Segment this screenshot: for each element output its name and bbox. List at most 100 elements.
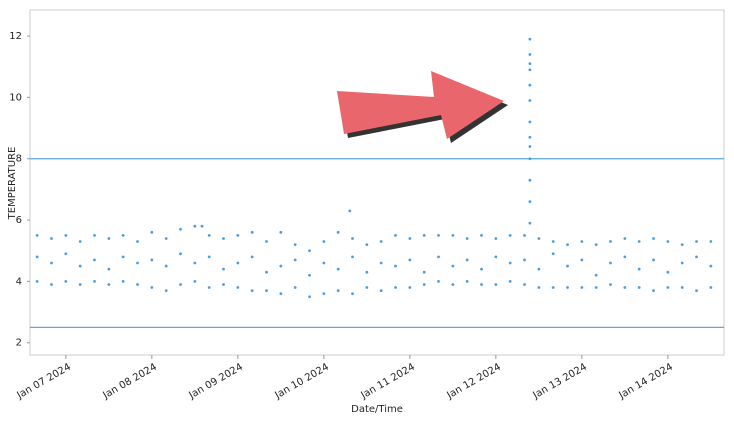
point	[365, 243, 369, 247]
point	[623, 237, 627, 240]
point	[680, 286, 684, 289]
point	[236, 286, 240, 289]
point	[348, 209, 352, 213]
point	[64, 280, 68, 283]
point	[494, 237, 498, 240]
point	[480, 234, 483, 237]
point	[528, 99, 532, 102]
point	[207, 234, 211, 237]
point	[566, 286, 569, 289]
point	[637, 286, 641, 289]
point	[537, 267, 541, 271]
point	[528, 68, 532, 72]
x-tick-label: Jan 07 2024	[15, 362, 73, 402]
point	[528, 178, 532, 182]
point	[164, 289, 168, 292]
point	[193, 280, 197, 283]
point	[379, 289, 383, 292]
point	[150, 258, 154, 262]
point	[709, 286, 713, 289]
point	[64, 252, 68, 256]
point	[523, 283, 526, 286]
point	[508, 234, 512, 237]
point	[528, 157, 532, 161]
point	[594, 243, 598, 247]
point	[351, 237, 354, 240]
point	[537, 286, 541, 289]
point	[594, 273, 598, 277]
point	[666, 286, 670, 289]
point	[107, 237, 111, 240]
point	[379, 240, 383, 243]
point	[308, 273, 311, 277]
y-tick-label: 12	[9, 31, 22, 42]
point	[566, 264, 569, 268]
x-tick-label: Jan 13 2024	[531, 362, 589, 402]
point	[136, 240, 139, 243]
point	[437, 255, 440, 259]
point	[609, 240, 612, 243]
point	[451, 283, 455, 286]
y-tick-label: 8	[16, 154, 22, 165]
point	[222, 237, 225, 240]
point	[709, 264, 713, 268]
point	[528, 120, 532, 124]
point	[236, 234, 240, 237]
point	[623, 286, 627, 289]
point	[50, 283, 53, 286]
point	[35, 280, 39, 283]
point	[609, 261, 612, 265]
point	[50, 237, 53, 240]
y-axis-label: TEMPERATURE	[7, 147, 18, 221]
x-axis-label: Date/Time	[351, 404, 403, 415]
y-tick-label: 4	[16, 276, 22, 287]
point	[265, 270, 268, 274]
plot-frame	[29, 9, 725, 356]
point	[193, 224, 197, 228]
point	[422, 234, 426, 237]
y-tick-label: 2	[16, 338, 22, 349]
point	[480, 283, 483, 286]
point	[236, 261, 240, 265]
point	[451, 264, 455, 268]
point	[680, 243, 684, 247]
point	[279, 292, 283, 296]
point	[93, 258, 96, 262]
point	[528, 62, 532, 66]
point	[164, 237, 168, 240]
point	[222, 267, 225, 271]
point	[580, 258, 584, 262]
point	[437, 234, 440, 237]
point	[365, 270, 369, 274]
point	[680, 261, 684, 265]
point	[365, 286, 369, 289]
point	[580, 286, 584, 289]
point	[78, 283, 82, 286]
point	[293, 243, 297, 247]
point	[695, 255, 698, 259]
y-tick-label: 6	[16, 215, 22, 226]
point	[594, 286, 598, 289]
point	[508, 280, 512, 283]
point	[637, 240, 641, 243]
point	[308, 249, 311, 253]
point	[666, 270, 670, 274]
point	[528, 221, 532, 225]
point	[93, 280, 96, 283]
point	[279, 264, 283, 268]
point	[193, 261, 197, 265]
point	[408, 258, 412, 262]
point	[551, 252, 555, 256]
point	[551, 286, 555, 289]
point	[408, 237, 412, 240]
point	[336, 230, 340, 234]
point	[35, 255, 39, 259]
point	[78, 240, 82, 243]
x-tick-label: Jan 12 2024	[445, 362, 503, 402]
point	[336, 289, 340, 292]
point	[179, 227, 182, 231]
point	[609, 283, 612, 286]
point	[465, 258, 469, 262]
point	[322, 292, 326, 296]
